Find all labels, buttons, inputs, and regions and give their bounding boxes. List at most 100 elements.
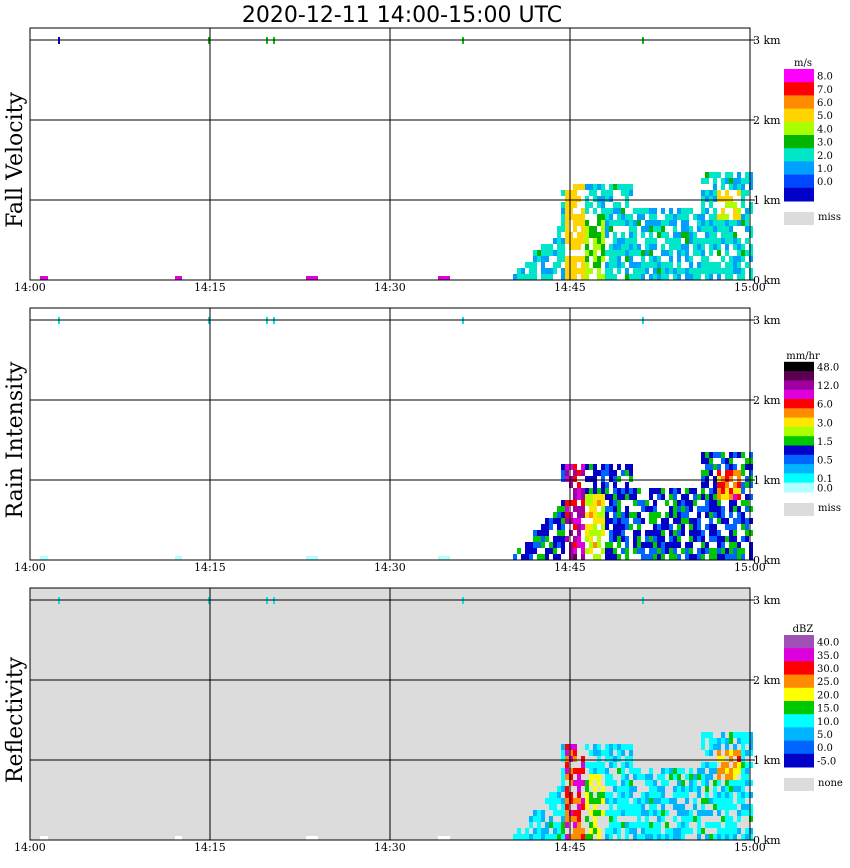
echo-cell <box>713 482 717 488</box>
echo-cell <box>681 226 685 232</box>
echo-cell <box>677 232 681 238</box>
echo-cell <box>617 542 621 548</box>
echo-cell <box>689 542 693 548</box>
echo-cell <box>597 768 601 774</box>
echo-cell <box>701 804 705 810</box>
echo-cell <box>657 524 661 530</box>
echo-cell <box>737 274 741 280</box>
echo-cell <box>537 554 541 560</box>
echo-cell <box>701 810 705 816</box>
echo-cell <box>649 512 653 518</box>
echo-cell <box>593 500 597 506</box>
echo-cell <box>705 732 709 738</box>
echo-cell <box>685 518 689 524</box>
echo-cell <box>717 798 721 804</box>
echo-cell <box>729 554 733 560</box>
echo-cell <box>741 268 745 274</box>
echo-cell <box>677 536 681 542</box>
echo-cell <box>725 196 729 202</box>
echo-cell <box>569 792 573 798</box>
echo-cell <box>593 554 597 560</box>
echo-cell <box>589 792 593 798</box>
echo-cell <box>645 816 649 822</box>
echo-cell <box>573 548 577 554</box>
echo-cell <box>745 220 749 226</box>
echo-cell <box>721 536 725 542</box>
echo-cell <box>529 274 533 280</box>
echo-cell <box>673 774 677 780</box>
echo-cell <box>685 512 689 518</box>
echo-cell <box>737 184 741 190</box>
echo-cell <box>681 792 685 798</box>
echo-cell <box>605 524 609 530</box>
echo-cell <box>597 542 601 548</box>
echo-cell <box>641 542 645 548</box>
echo-cell <box>661 524 665 530</box>
echo-cell <box>637 220 641 226</box>
echo-cell <box>697 774 701 780</box>
echo-cell <box>629 226 633 232</box>
echo-cell <box>729 470 733 476</box>
echo-cell <box>673 214 677 220</box>
echo-cell <box>653 244 657 250</box>
echo-cell <box>705 190 709 196</box>
echo-cell <box>657 262 661 268</box>
echo-cell <box>709 536 713 542</box>
echo-cell <box>581 262 585 268</box>
echo-cell <box>733 822 737 828</box>
echo-cell <box>633 208 637 214</box>
echo-cell <box>649 244 653 250</box>
echo-cell <box>581 220 585 226</box>
echo-cell <box>529 834 533 840</box>
miss-swatch <box>784 778 814 791</box>
echo-cell <box>533 828 537 834</box>
echo-cell <box>721 494 725 500</box>
echo-cell <box>629 476 633 482</box>
echo-cell <box>561 202 565 208</box>
echo-cell <box>713 488 717 494</box>
echo-cell <box>741 524 745 530</box>
echo-cell <box>717 810 721 816</box>
echo-cell <box>673 506 677 512</box>
echo-cell <box>633 244 637 250</box>
echo-cell <box>741 184 745 190</box>
echo-cell <box>661 268 665 274</box>
panel-title: Reflectivity <box>3 656 28 783</box>
echo-cell <box>581 470 585 476</box>
echo-cell <box>577 238 581 244</box>
echo-cell <box>585 208 589 214</box>
echo-cell <box>609 226 613 232</box>
echo-cell <box>617 792 621 798</box>
echo-cell <box>573 494 577 500</box>
echo-cell <box>717 274 721 280</box>
echo-cell <box>705 232 709 238</box>
echo-cell <box>749 202 753 208</box>
echo-cell <box>605 488 609 494</box>
echo-cell <box>621 744 625 750</box>
echo-cell <box>569 548 573 554</box>
echo-cell <box>637 810 641 816</box>
echo-cell <box>581 232 585 238</box>
echo-cell <box>705 268 709 274</box>
echo-cell <box>653 506 657 512</box>
echo-cell <box>573 476 577 482</box>
echo-cell <box>649 810 653 816</box>
echo-cell <box>629 220 633 226</box>
echo-cell <box>577 244 581 250</box>
echo-cell <box>573 202 577 208</box>
echo-cell <box>653 214 657 220</box>
echo-cell <box>749 250 753 256</box>
echo-cell <box>709 518 713 524</box>
echo-cell <box>685 274 689 280</box>
echo-cell <box>589 268 593 274</box>
echo-cell <box>529 554 533 560</box>
echo-cell <box>673 536 677 542</box>
echo-cell <box>561 810 565 816</box>
echo-cell <box>553 238 557 244</box>
echo-cell <box>589 524 593 530</box>
echo-cell <box>733 208 737 214</box>
echo-cell <box>617 786 621 792</box>
y-tick-label: 1 km <box>753 474 781 487</box>
echo-cell <box>613 798 617 804</box>
echo-cell <box>613 786 617 792</box>
